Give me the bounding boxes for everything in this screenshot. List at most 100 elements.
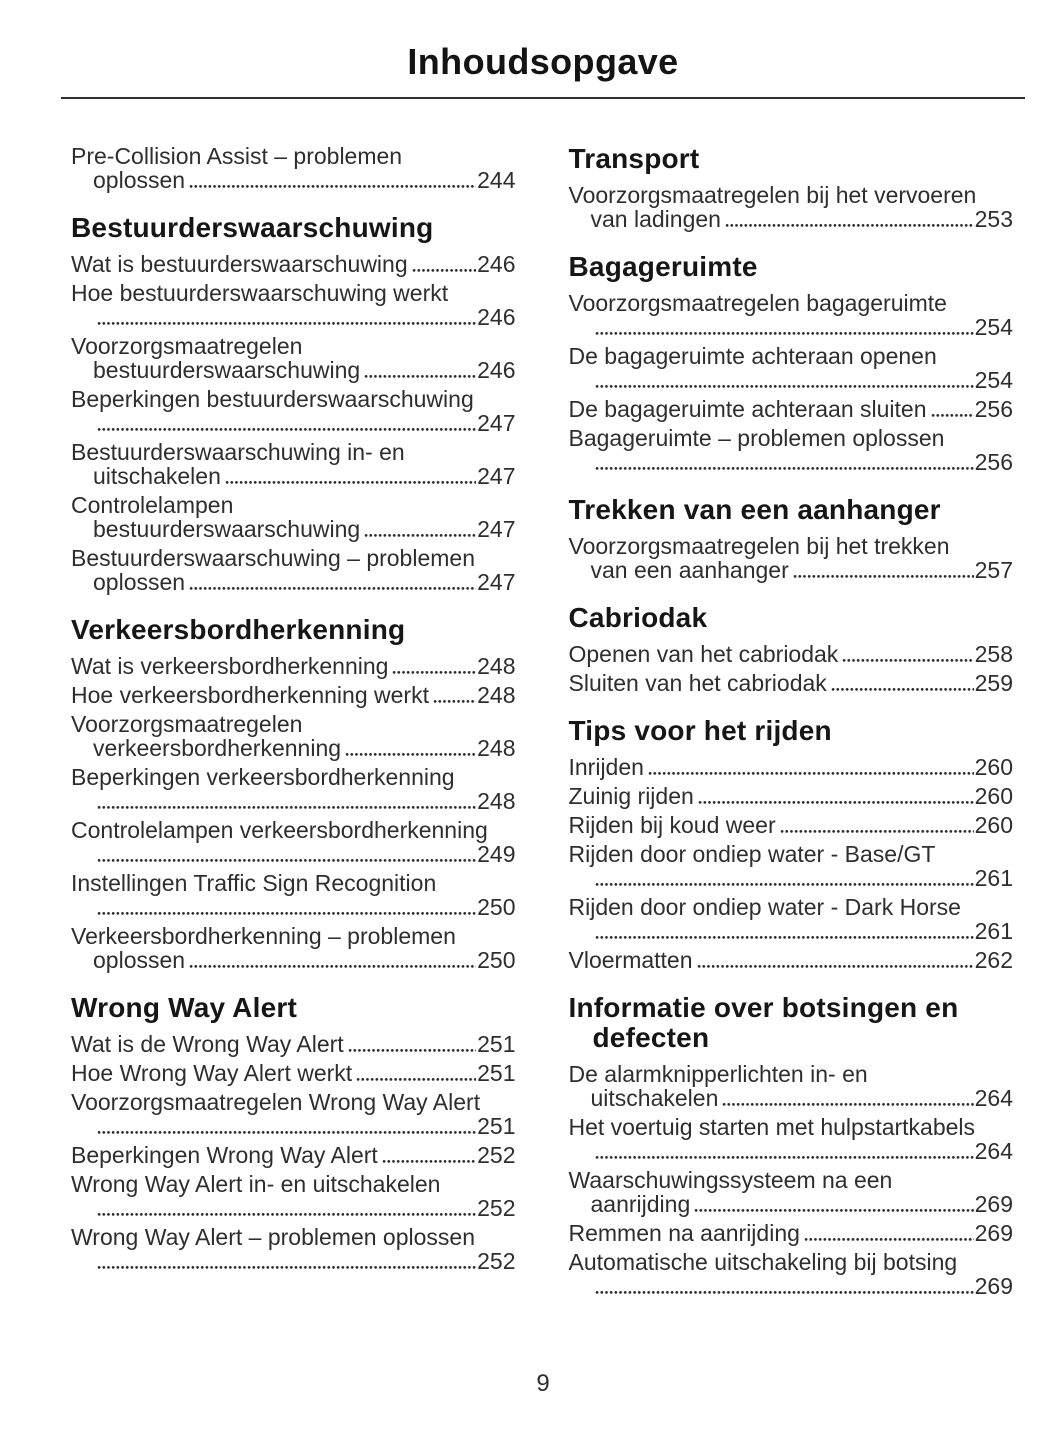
dot-leader [722,1100,974,1106]
entry-page-number: 247 [477,516,516,542]
dot-leader [803,1235,974,1241]
section-heading-line: defecten [592,1022,710,1053]
toc-entry: Controlelampen bestuurderswaarschuwing 2… [71,493,516,541]
section-heading: Tips voor het rijden [569,716,1014,746]
toc-entry-line1: Voorzorgsmaatregelen bij het trekken [569,534,1014,558]
entry-text: De alarmknipperlichten in- en [568,1061,868,1087]
toc-entry-line2: oplossen 247 [71,570,516,594]
toc-column-left: Pre-Collision Assist – problemen oplosse… [71,144,516,1278]
toc-entry: Wat is de Wrong Way Alert 251 [71,1032,516,1056]
toc-entry-line1: Bestuurderswaarschuwing – problemen [71,546,516,570]
entry-page-number: 251 [477,1060,516,1086]
section-heading-line: Bestuurderswaarschuwing [71,212,434,243]
entry-text: Hoe Wrong Way Alert werkt [71,1060,353,1086]
entry-text: Sluiten van het cabriodak [568,670,827,696]
dot-leader [347,1046,477,1052]
dot-leader [594,1288,974,1294]
dot-leader [696,962,974,968]
entry-page-number: 250 [477,947,516,973]
section-heading: Wrong Way Alert [71,993,516,1023]
toc-entry-line1: Inrijden 260 [569,755,1014,779]
toc-entry: Voorzorgsmaatregelen bagageruimte 254 [569,291,1014,339]
dot-leader [842,656,974,662]
toc-entry-line2: uitschakelen 247 [71,464,516,488]
section-heading-line: Tips voor het rijden [568,715,832,746]
entry-text: Verkeersbordherkenning – problemen [71,923,456,949]
section-entries: Voorzorgsmaatregelen bagageruimte 254 De… [569,291,1014,474]
dot-leader [779,827,974,833]
section-heading: Informatie over botsingen en defecten [569,993,1014,1053]
section-heading-line: Transport [568,143,700,174]
dot-leader [189,962,477,968]
entry-text: Wat is verkeersbordherkenning [71,653,389,679]
entry-text: Hoe bestuurderswaarschuwing werkt [71,280,449,306]
toc-entry-line1: De bagageruimte achteraan openen [569,344,1014,368]
dot-leader [97,425,477,431]
dot-leader [97,1263,477,1269]
entry-page-number: 260 [974,783,1013,809]
toc-entry: Remmen na aanrijding 269 [569,1221,1014,1245]
toc-entry-line2: 252 [71,1249,516,1273]
title-divider-rule [61,97,1025,99]
toc-entry: Beperkingen verkeersbordherkenning 248 [71,765,516,813]
toc-entry: Hoe bestuurderswaarschuwing werkt 246 [71,281,516,329]
toc-entry: Bestuurderswaarschuwing – problemen oplo… [71,546,516,594]
entry-page-number: 256 [974,449,1013,475]
toc-section: Bagageruimte Voorzorgsmaatregelen bagage… [569,236,1014,479]
dot-leader [594,933,974,939]
toc-entry-line1: Rijden door ondiep water - Base/GT [569,842,1014,866]
toc-entry: Voorzorgsmaatregelen Wrong Way Alert 251 [71,1090,516,1138]
dot-leader [189,182,477,188]
entry-page-number: 252 [477,1142,516,1168]
toc-entry: Wat is verkeersbordherkenning 248 [71,654,516,678]
entry-page-number: 261 [974,918,1013,944]
section-entries: Wat is bestuurderswaarschuwing 246 Hoe b… [71,252,516,594]
entry-page-number: 262 [974,947,1013,973]
dot-leader [594,1153,974,1159]
section-heading: Cabriodak [569,603,1014,633]
toc-entry-line1: Zuinig rijden 260 [569,784,1014,808]
toc-entry-line1: Wat is verkeersbordherkenning 248 [71,654,516,678]
entry-text: Voorzorgsmaatregelen bij het vervoeren [568,182,977,208]
toc-section: Cabriodak Openen van het cabriodak 258 S… [569,587,1014,700]
dot-leader [432,697,477,703]
toc-entry-line2: 254 [569,315,1013,339]
toc-entry: Openen van het cabriodak 258 [569,642,1014,666]
entry-page-number: 253 [974,206,1013,232]
toc-entry-line2: 246 [71,305,516,329]
toc-entry: Hoe verkeersbordherkenning werkt 248 [71,683,516,707]
entry-text: verkeersbordherkenning [93,735,342,761]
toc-entry-line2: oplossen 250 [71,948,516,972]
entry-page-number: 251 [477,1031,516,1057]
toc-entry-line2: van ladingen 253 [569,207,1014,231]
section-heading: Bagageruimte [569,252,1014,282]
toc-entry: Bestuurderswaarschuwing in- en uitschake… [71,440,516,488]
toc-entry-line1: Voorzorgsmaatregelen [71,712,516,736]
toc-section: Trekken van een aanhanger Voorzorgsmaatr… [569,479,1014,587]
toc-entry-line1: Bagageruimte – problemen oplossen [569,426,1014,450]
entry-page-number: 264 [974,1138,1013,1164]
section-heading-line: Trekken van een aanhanger [568,494,941,525]
entry-page-number: 244 [477,167,516,193]
dot-leader [694,1206,974,1212]
entry-text: oplossen [93,569,186,595]
toc-entry: Instellingen Traffic Sign Recognition 25… [71,871,516,919]
entry-text: Vloermatten [568,947,693,973]
toc-entry-line2: aanrijding 269 [569,1192,1014,1216]
entry-text: Wrong Way Alert in- en uitschakelen [71,1171,441,1197]
section-heading-line: Bagageruimte [568,251,758,282]
toc-section: Transport Voorzorgsmaatregelen bij het v… [569,144,1014,236]
entry-text: Pre-Collision Assist – problemen [71,143,403,169]
section-heading: Verkeersbordherkenning [71,615,516,645]
toc-entry-line1: Verkeersbordherkenning – problemen [71,924,516,948]
entry-text: De bagageruimte achteraan sluiten [568,396,927,422]
entry-text: bestuurderswaarschuwing [93,357,361,383]
toc-entry-line1: Voorzorgsmaatregelen bagageruimte [569,291,1014,315]
entry-text: Beperkingen bestuurderswaarschuwing [71,386,474,412]
toc-entry-line2: 261 [569,866,1013,890]
toc-entry: Wrong Way Alert – problemen oplossen 252 [71,1225,516,1273]
toc-section: Tips voor het rijden Inrijden 260 Zuinig… [569,700,1014,977]
section-entries: Voorzorgsmaatregelen bij het trekken van… [569,534,1014,582]
entry-text: Wat is de Wrong Way Alert [71,1031,344,1057]
dot-leader [364,372,477,378]
